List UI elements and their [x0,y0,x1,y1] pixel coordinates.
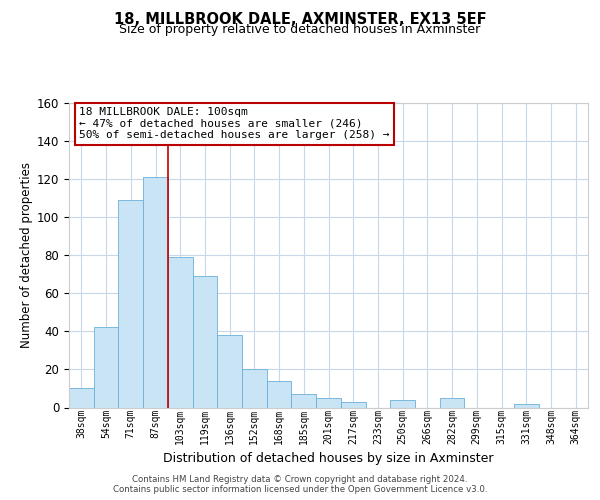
Bar [242,370,267,408]
Bar [514,404,539,407]
Bar [341,402,365,407]
Bar [168,257,193,408]
Bar [193,276,217,407]
Bar [143,177,168,408]
Bar [217,335,242,407]
Text: Contains HM Land Registry data © Crown copyright and database right 2024.
Contai: Contains HM Land Registry data © Crown c… [113,474,487,494]
Bar [267,381,292,407]
Text: Size of property relative to detached houses in Axminster: Size of property relative to detached ho… [119,22,481,36]
Bar [390,400,415,407]
Bar [94,328,118,407]
Bar [292,394,316,407]
Bar [440,398,464,407]
Bar [69,388,94,407]
Text: 18 MILLBROOK DALE: 100sqm
← 47% of detached houses are smaller (246)
50% of semi: 18 MILLBROOK DALE: 100sqm ← 47% of detac… [79,107,390,140]
Text: 18, MILLBROOK DALE, AXMINSTER, EX13 5EF: 18, MILLBROOK DALE, AXMINSTER, EX13 5EF [113,12,487,28]
Y-axis label: Number of detached properties: Number of detached properties [20,162,33,348]
Bar [118,200,143,408]
X-axis label: Distribution of detached houses by size in Axminster: Distribution of detached houses by size … [163,452,494,466]
Bar [316,398,341,407]
